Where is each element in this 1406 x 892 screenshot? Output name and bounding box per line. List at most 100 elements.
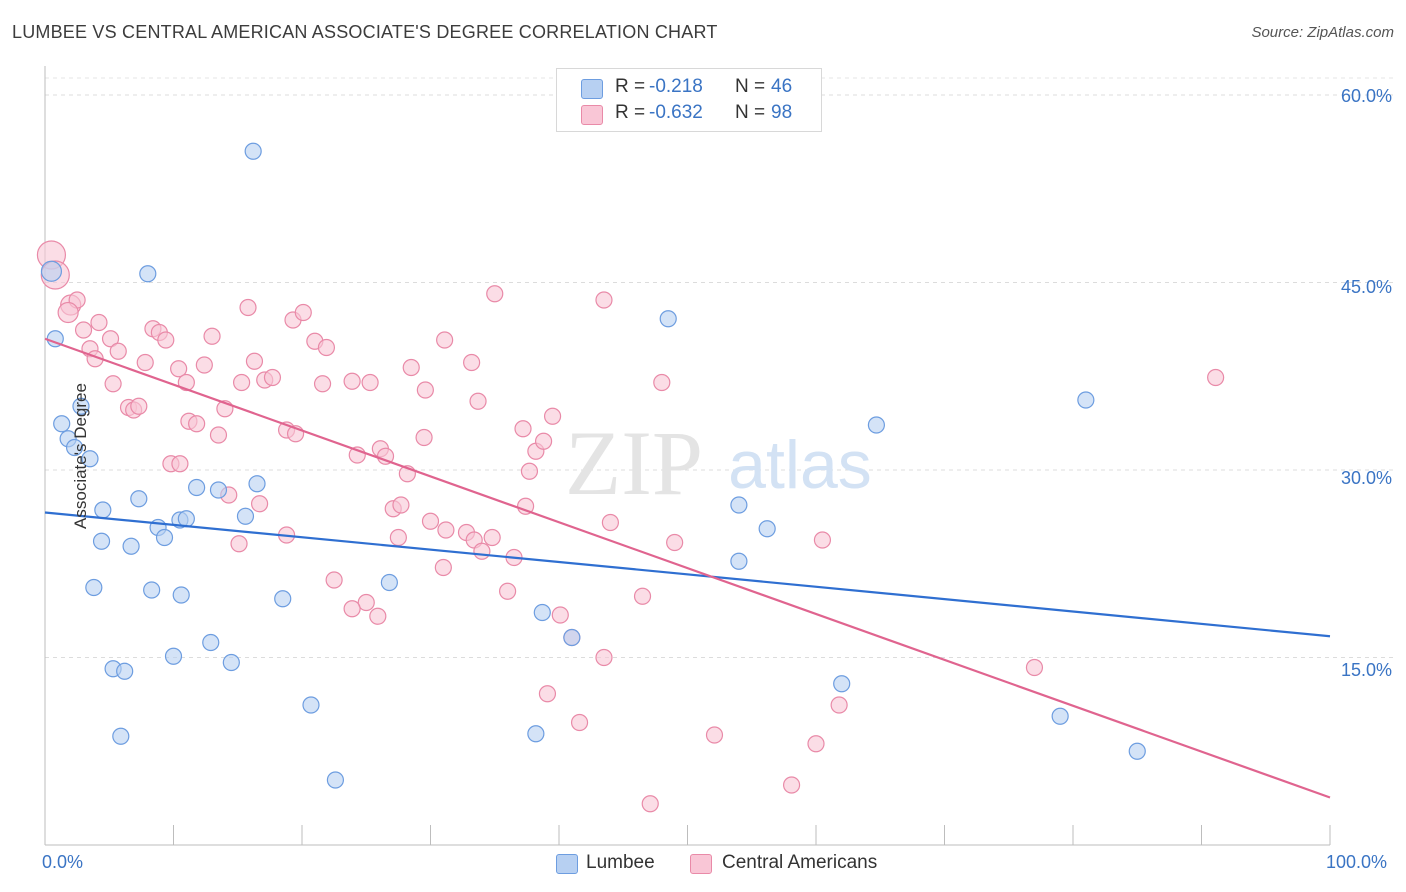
- lumbee-point: [209, 481, 228, 499]
- lumbee-point: [112, 727, 130, 745]
- axes: [44, 66, 1331, 846]
- central-americans-point: [209, 426, 228, 444]
- lumbee-point: [326, 771, 345, 789]
- central-americans-point: [195, 356, 213, 374]
- central-americans-point: [90, 313, 108, 332]
- watermark-atlas: atlas: [728, 427, 872, 503]
- lumbee-point: [53, 415, 71, 433]
- central-americans-point: [343, 600, 361, 618]
- central-americans-point: [463, 353, 481, 372]
- central-americans-point: [343, 372, 361, 390]
- central-americans-point: [514, 420, 532, 438]
- central-americans-point: [239, 298, 257, 317]
- lumbee-point: [143, 581, 161, 599]
- y-tick-label: 15.0%: [1340, 660, 1392, 680]
- central-americans-point: [416, 381, 434, 399]
- series-central-americans: [36, 240, 1225, 813]
- central-americans-point: [57, 301, 79, 324]
- lumbee-point: [758, 520, 776, 538]
- central-americans-point: [130, 397, 148, 415]
- lumbee-point: [527, 725, 545, 743]
- lumbee-point: [164, 647, 183, 665]
- bottom-legend-swatch-lumbee: [556, 854, 578, 874]
- lumbee-trend-line: [44, 511, 1331, 638]
- central-americans-point: [538, 685, 557, 703]
- lumbee-point: [563, 628, 581, 647]
- gridlines: [45, 77, 1395, 658]
- central-americans-trend-line: [44, 337, 1331, 799]
- central-americans-point: [263, 368, 282, 387]
- central-americans-point: [499, 582, 517, 600]
- central-americans-point: [245, 352, 264, 370]
- lumbee-point: [172, 586, 190, 604]
- lumbee-point: [94, 501, 112, 519]
- series-lumbee: [40, 142, 1146, 789]
- lumbee-point: [380, 573, 398, 592]
- central-americans-point: [601, 513, 620, 532]
- central-americans-point: [392, 496, 410, 514]
- central-americans-point: [136, 353, 154, 372]
- central-americans-point: [402, 358, 420, 377]
- lumbee-point: [122, 537, 140, 555]
- correlation-legend: R = -0.218 N = 46 R = -0.632 N = 98: [556, 68, 822, 132]
- lumbee-point: [81, 450, 99, 468]
- legend-r-value: -0.218: [649, 76, 703, 97]
- central-americans-point: [666, 533, 684, 552]
- central-americans-point: [473, 542, 491, 560]
- central-americans-point: [369, 607, 387, 625]
- lumbee-point: [85, 578, 103, 597]
- lumbee-point: [274, 590, 292, 608]
- central-americans-point: [437, 521, 455, 539]
- central-americans-point: [1207, 368, 1225, 387]
- legend-n-value: 46: [771, 76, 793, 97]
- central-americans-point: [389, 528, 407, 547]
- watermark-zip: ZIP: [565, 412, 703, 514]
- lumbee-point: [1077, 391, 1095, 409]
- central-americans-point: [570, 713, 589, 732]
- lumbee-point: [833, 675, 851, 693]
- central-americans-point: [653, 373, 671, 392]
- lumbee-point: [40, 260, 63, 282]
- legend-r-label: R =: [615, 76, 646, 97]
- central-americans-point: [813, 531, 832, 549]
- lumbee-point: [1128, 742, 1146, 760]
- source-label: Source: ZipAtlas.com: [1251, 24, 1394, 41]
- lumbee-point: [139, 265, 157, 283]
- central-americans-point: [1025, 658, 1044, 677]
- central-americans-point: [250, 495, 269, 513]
- central-americans-point: [294, 303, 312, 322]
- central-americans-point: [641, 795, 659, 813]
- lumbee-point: [202, 633, 220, 652]
- lumbee-point: [130, 490, 148, 508]
- y-axis-label: Associate's Degree: [70, 383, 90, 529]
- bottom-legend-label-central-americans: Central Americans: [722, 852, 878, 873]
- central-americans-point: [104, 375, 122, 393]
- central-americans-point: [807, 735, 825, 753]
- lumbee-point: [65, 438, 84, 457]
- central-americans-point: [317, 338, 336, 357]
- central-americans-point: [434, 558, 452, 577]
- central-americans-point: [203, 327, 221, 345]
- central-americans-point: [543, 407, 562, 425]
- y-tick-label: 30.0%: [1340, 468, 1392, 488]
- lumbee-point: [1051, 707, 1069, 725]
- central-americans-point: [469, 392, 487, 410]
- central-americans-point: [595, 291, 613, 309]
- central-americans-point: [483, 528, 501, 547]
- lumbee-point: [302, 696, 320, 714]
- central-americans-point: [170, 360, 188, 378]
- lumbee-point: [867, 416, 885, 434]
- lumbee-point: [155, 528, 174, 547]
- lumbee-point: [236, 507, 255, 525]
- central-americans-point: [376, 447, 395, 465]
- central-americans-point: [357, 593, 375, 612]
- lumbee-point: [188, 478, 206, 497]
- central-americans-point: [436, 331, 454, 349]
- central-americans-point: [74, 321, 93, 339]
- legend-swatch-central-americans: [581, 105, 603, 125]
- central-americans-point: [109, 342, 127, 360]
- x-tick-label-end: 100.0%: [1326, 852, 1388, 872]
- central-americans-point: [361, 373, 379, 392]
- bottom-legend-swatch-central-americans: [690, 854, 712, 874]
- lumbee-point: [222, 653, 240, 672]
